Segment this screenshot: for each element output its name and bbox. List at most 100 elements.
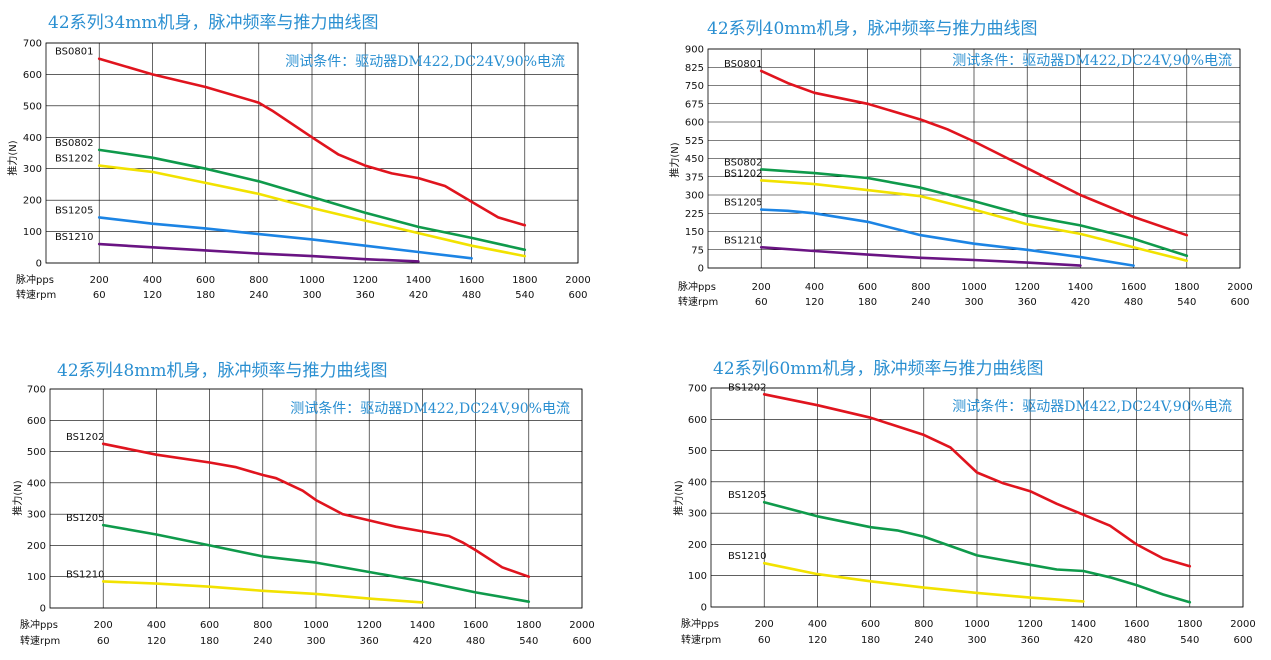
rpm-tick-label: 60 [97,636,110,647]
rpm-tick-label: 60 [758,635,771,646]
y-tick-label: 100 [688,571,707,582]
series-label: BS1202 [724,168,762,179]
x-tick-label: 1000 [299,275,324,286]
series-label: BS1202 [728,382,766,393]
y-tick-label: 500 [688,446,707,457]
test-condition-note: 测试条件：驱动器DM422,DC24V,90%电流 [285,53,565,70]
rpm-tick-label: 420 [413,636,432,647]
x-tick-label: 2000 [1230,619,1255,630]
rpm-tick-label: 60 [93,290,106,301]
x-tick-label: 400 [143,275,162,286]
y-tick-label: 100 [27,572,46,583]
rpm-tick-label: 300 [967,635,986,646]
y-tick-label: 375 [685,172,704,183]
series-line-bs1202 [762,393,1192,568]
x-tick-label: 200 [94,620,113,631]
x-tick-label: 1800 [1174,282,1199,293]
plot-frame [710,387,1244,608]
y-tick-label: 0 [36,259,42,270]
pulse-row-label: 脉冲pps [678,280,716,293]
series-line-bs1210 [101,580,424,604]
rpm-tick-label: 360 [1018,297,1037,308]
rpm-tick-label: 360 [360,636,379,647]
rpm-tick-label: 360 [356,290,375,301]
series-label: BS1205 [55,205,93,216]
x-tick-label: 200 [755,619,774,630]
y-tick-label: 675 [685,99,704,110]
test-condition-note: 测试条件：驱动器DM422,DC24V,90%电流 [952,398,1232,415]
y-tick-label: 525 [685,136,704,147]
x-tick-label: 1000 [303,620,328,631]
series-line-bs1205 [759,208,1135,267]
rpm-tick-label: 540 [1180,635,1199,646]
rpm-tick-label: 240 [249,290,268,301]
rpm-tick-label: 240 [914,635,933,646]
series-line-bs1205 [101,523,531,603]
rpm-tick-label: 480 [1127,635,1146,646]
x-tick-label: 600 [858,282,877,293]
y-tick-label: 0 [698,264,704,275]
series-label: BS1210 [728,551,766,562]
x-tick-label: 1000 [964,619,989,630]
rpm-row-label: 转速rpm [678,295,718,308]
x-tick-label: 1600 [1121,282,1146,293]
rpm-tick-label: 420 [409,290,428,301]
rpm-tick-label: 180 [196,290,215,301]
series-label: BS0801 [55,47,93,58]
chart-title: 42系列40mm机身，脉冲频率与推力曲线图 [707,19,1038,39]
x-tick-label: 200 [90,275,109,286]
test-condition-note: 测试条件：驱动器DM422,DC24V,90%电流 [952,52,1232,69]
x-tick-label: 400 [808,619,827,630]
series-label: BS1205 [724,198,762,209]
x-tick-label: 1400 [410,620,435,631]
x-tick-label: 1600 [463,620,488,631]
y-tick-label: 500 [23,101,42,112]
x-tick-label: 1400 [406,275,431,286]
rpm-tick-label: 540 [1177,297,1196,308]
rpm-tick-label: 600 [1230,297,1249,308]
x-tick-label: 1600 [1124,619,1149,630]
y-tick-label: 400 [27,478,46,489]
x-tick-label: 1400 [1068,282,1093,293]
rpm-tick-label: 540 [515,290,534,301]
y-tick-label: 0 [701,603,707,614]
y-tick-label: 300 [688,509,707,520]
x-tick-label: 800 [914,619,933,630]
series-label: BS0802 [724,157,762,168]
rpm-tick-label: 600 [568,290,587,301]
test-condition-note: 测试条件：驱动器DM422,DC24V,90%电流 [290,400,570,417]
y-tick-label: 400 [688,477,707,488]
series-line-bs0802 [97,148,527,252]
y-tick-label: 600 [688,415,707,426]
y-tick-label: 700 [23,39,42,50]
series-label: BS1210 [66,569,104,580]
x-tick-label: 1400 [1071,619,1096,630]
y-axis-label: 推力(N) [6,140,19,175]
y-tick-label: 500 [27,447,46,458]
rpm-row-label: 转速rpm [16,288,56,301]
y-tick-label: 600 [685,118,704,129]
x-tick-label: 2000 [1227,282,1252,293]
plot-frame [707,48,1241,269]
plot-frame [49,388,583,609]
y-tick-label: 750 [685,81,704,92]
x-tick-label: 1200 [1014,282,1039,293]
rpm-tick-label: 180 [858,297,877,308]
plot-frame [45,42,579,264]
y-axis-label: 推力(N) [668,142,681,177]
x-tick-label: 2000 [569,620,594,631]
x-tick-label: 2000 [565,275,590,286]
series-label: BS1205 [728,490,766,501]
x-tick-label: 1800 [512,275,537,286]
rpm-tick-label: 300 [302,290,321,301]
y-tick-label: 600 [23,70,42,81]
pulse-row-label: 脉冲pps [681,617,719,630]
y-tick-label: 700 [27,385,46,396]
y-tick-label: 150 [685,227,704,238]
series-label: BS1202 [66,432,104,443]
y-tick-label: 200 [23,196,42,207]
y-tick-label: 300 [685,191,704,202]
rpm-tick-label: 600 [1233,635,1252,646]
